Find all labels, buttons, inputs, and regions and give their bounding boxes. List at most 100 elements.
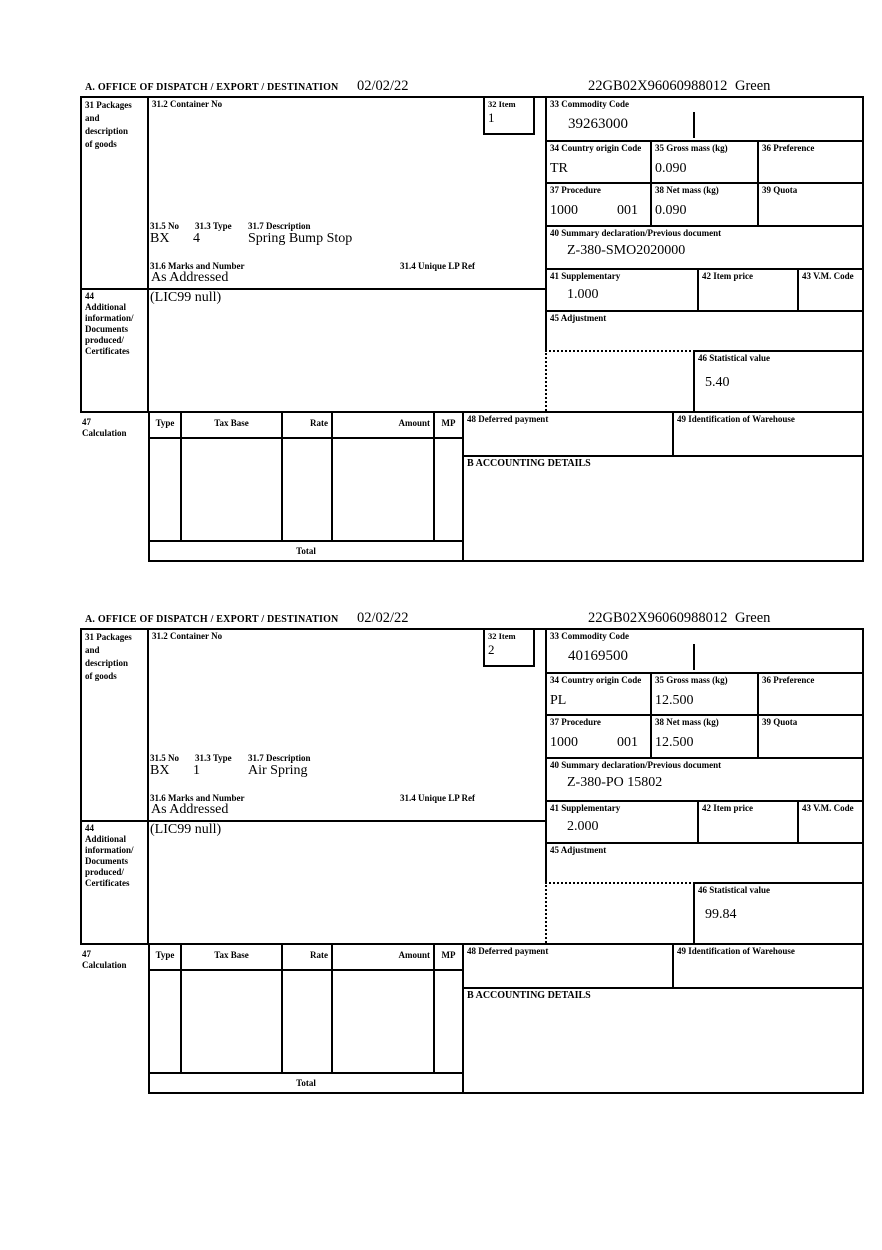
calc-body-mp xyxy=(433,969,464,1074)
warehouse-id-cell: 49 Identification of Warehouse xyxy=(672,411,864,457)
adjustment-dotted-area xyxy=(545,882,695,943)
gross-mass-cell: 35 Gross mass (kg) 0.090 xyxy=(650,140,759,184)
supplementary-cell: 41 Supplementary 1.000 xyxy=(545,268,699,312)
box-31-6-label: 31.6 Marks and Number xyxy=(150,793,245,803)
box-48-label: 48 Deferred payment xyxy=(467,414,549,424)
box-46-label: 46 Statistical value xyxy=(698,885,770,895)
procedure-ext-value: 001 xyxy=(617,203,638,218)
net-mass-value: 0.090 xyxy=(655,203,687,218)
accounting-details-cell: B ACCOUNTING DETAILS xyxy=(462,987,864,1094)
adjustment-cell: 45 Adjustment xyxy=(545,842,864,882)
vm-code-cell: 43 V.M. Code xyxy=(797,800,864,844)
item-number-value: 1 xyxy=(488,110,495,125)
previous-document-cell: 40 Summary declaration/Previous document… xyxy=(545,757,864,802)
container-no-cell: 31.2 Container No 31.5 No 31.3 Type 31.7… xyxy=(147,96,547,290)
item-price-cell: 42 Item price xyxy=(697,800,799,844)
net-mass-value: 12.500 xyxy=(655,735,694,750)
additional-info-cell: (LIC99 null) xyxy=(147,820,545,943)
box-45-label: 45 Adjustment xyxy=(550,845,607,855)
gross-mass-value: 0.090 xyxy=(655,161,687,176)
country-origin-cell: 34 Country origin Code TR xyxy=(545,140,652,184)
packages-type-value: 1 xyxy=(193,763,200,778)
box-37-label: 37 Procedure xyxy=(550,185,601,195)
box-42-label: 42 Item price xyxy=(702,271,753,281)
statistical-value: 5.40 xyxy=(705,375,730,390)
box-31-2-label: 31.2 Container No xyxy=(152,99,223,109)
deferred-payment-cell: 48 Deferred payment xyxy=(462,411,674,457)
adjustment-cell: 45 Adjustment xyxy=(545,310,864,350)
statistical-value: 99.84 xyxy=(705,907,737,922)
mrn-value: 22GB02X96060988012 xyxy=(588,610,728,626)
box-31-7-label: 31.7 Description xyxy=(248,221,311,231)
col-header-rate: Rate xyxy=(281,943,333,971)
box-33-label: 33 Commodity Code xyxy=(550,99,629,109)
col-header-tax-base: Tax Base xyxy=(180,411,283,439)
box-34-label: 34 Country origin Code xyxy=(550,143,642,153)
calc-body-type xyxy=(148,969,182,1074)
box-31-5-label: 31.5 No xyxy=(150,221,179,231)
box-41-label: 41 Supplementary xyxy=(550,803,621,813)
item-price-cell: 42 Item price xyxy=(697,268,799,312)
marks-value: As Addressed xyxy=(151,270,229,285)
box-36-label: 36 Preference xyxy=(762,675,815,685)
statistical-value-cell: 46 Statistical value 99.84 xyxy=(693,882,864,945)
commodity-code-divider xyxy=(693,644,695,670)
calc-body-rate xyxy=(281,969,333,1074)
box-44-label: 44 Additional information/ Documents pro… xyxy=(85,291,134,356)
supplementary-cell: 41 Supplementary 2.000 xyxy=(545,800,699,844)
box-44-label-cell: 44 Additional information/ Documents pro… xyxy=(80,288,149,413)
box-49-label: 49 Identification of Warehouse xyxy=(677,414,795,424)
adjustment-dotted-area xyxy=(545,350,695,411)
declaration-date: 02/02/22 xyxy=(357,78,409,94)
box-31-3-label: 31.3 Type xyxy=(195,753,232,763)
procedure-cell: 37 Procedure 1000 001 xyxy=(545,714,652,759)
previous-document-cell: 40 Summary declaration/Previous document… xyxy=(545,225,864,270)
procedure-cell: 37 Procedure 1000 001 xyxy=(545,182,652,227)
calc-total-row: Total xyxy=(148,1072,464,1094)
box-32-label: 32 Item xyxy=(488,99,516,109)
country-origin-value: PL xyxy=(550,693,567,708)
box-38-label: 38 Net mass (kg) xyxy=(655,185,719,195)
quota-cell: 39 Quota xyxy=(757,714,864,759)
calc-body-amount xyxy=(331,969,435,1074)
box-47-label: 47 Calculation xyxy=(82,949,127,970)
additional-info-cell: (LIC99 null) xyxy=(147,288,545,411)
box-47-label: 47 Calculation xyxy=(82,417,127,438)
col-header-type: Type xyxy=(148,411,182,439)
box-31-4-label: 31.4 Unique LP Ref xyxy=(400,261,476,271)
preference-cell: 36 Preference xyxy=(757,672,864,716)
col-header-type: Type xyxy=(148,943,182,971)
item-block-1: A. OFFICE OF DISPATCH / EXPORT / DESTINA… xyxy=(80,78,864,562)
previous-document-value: Z-380-PO 15802 xyxy=(567,775,663,790)
box-31-6-label: 31.6 Marks and Number xyxy=(150,261,245,271)
statistical-value-cell: 46 Statistical value 5.40 xyxy=(693,350,864,413)
box-37-label: 37 Procedure xyxy=(550,717,601,727)
commodity-code-cell: 33 Commodity Code 39263000 xyxy=(545,96,864,142)
country-origin-value: TR xyxy=(550,161,568,176)
box-44-label: 44 Additional information/ Documents pro… xyxy=(85,823,134,888)
previous-document-value: Z-380-SMO2020000 xyxy=(567,243,686,258)
deferred-payment-cell: 48 Deferred payment xyxy=(462,943,674,989)
box-39-label: 39 Quota xyxy=(762,185,798,195)
mrn-value: 22GB02X96060988012 xyxy=(588,78,728,94)
calc-body-type xyxy=(148,437,182,542)
country-origin-cell: 34 Country origin Code PL xyxy=(545,672,652,716)
calc-total-row: Total xyxy=(148,540,464,562)
routing-status: Green xyxy=(735,78,771,94)
box-31-label-cell: 31 Packages and description of goods xyxy=(80,628,149,822)
procedure-value: 1000 xyxy=(550,735,578,750)
box-35-label: 35 Gross mass (kg) xyxy=(655,675,728,685)
accounting-details-cell: B ACCOUNTING DETAILS xyxy=(462,455,864,562)
box-34-label: 34 Country origin Code xyxy=(550,675,642,685)
accounting-details-label: B ACCOUNTING DETAILS xyxy=(467,458,591,469)
calc-body-amount xyxy=(331,437,435,542)
box-43-label: 43 V.M. Code xyxy=(802,271,854,281)
commodity-code-value: 39263000 xyxy=(568,116,628,132)
net-mass-cell: 38 Net mass (kg) 12.500 xyxy=(650,714,759,759)
warehouse-id-cell: 49 Identification of Warehouse xyxy=(672,943,864,989)
net-mass-cell: 38 Net mass (kg) 0.090 xyxy=(650,182,759,227)
procedure-value: 1000 xyxy=(550,203,578,218)
col-header-rate: Rate xyxy=(281,411,333,439)
box-31-label: 31 Packages and description of goods xyxy=(85,632,132,681)
box-32-label: 32 Item xyxy=(488,631,516,641)
